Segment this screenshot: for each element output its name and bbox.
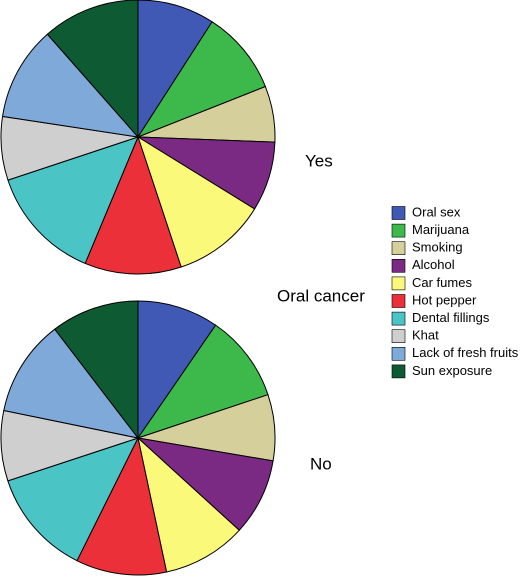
legend-swatch [391,311,406,326]
pie-slice [136,437,274,531]
pie-slice [7,437,139,562]
pie-slice [137,135,256,268]
legend-swatch [391,294,406,308]
pie-slice [7,136,139,265]
pie-slice [136,21,267,139]
legend-label: Marijuana [412,222,470,237]
legend-label: Alcohol [412,257,455,272]
pie-slice [137,300,217,440]
pie-slice [137,0,213,139]
pie-slice [137,436,240,573]
legend-swatch [391,258,406,273]
legend-label: Hot pepper [412,292,477,307]
legend-swatch [391,329,406,344]
legend-label: Oral sex [412,204,461,219]
legend-swatch [391,223,406,238]
pie-slice [46,0,139,139]
legend-label: Smoking [412,240,463,255]
legend-swatch [391,206,406,220]
chart-label: Oral cancer [277,286,365,305]
legend-label: Dental fillings [412,310,490,325]
legend-swatch [391,346,406,361]
pie-slice [84,135,182,275]
legend-swatch [391,364,406,379]
series-label: No [310,454,332,473]
legend-label: Car fumes [412,275,472,290]
series-label: Yes [305,151,333,170]
legend-label: Sun exposure [412,363,492,378]
legend-swatch [391,276,406,291]
legend-label: Lack of fresh fruits [412,345,519,360]
pie-slice [3,328,140,439]
pie-slice [76,436,168,576]
pie-slice [1,33,140,138]
pie-slice [54,300,139,440]
legend-label: Khat [412,328,439,343]
pie-slice [136,324,269,439]
legend-swatch [391,241,406,255]
